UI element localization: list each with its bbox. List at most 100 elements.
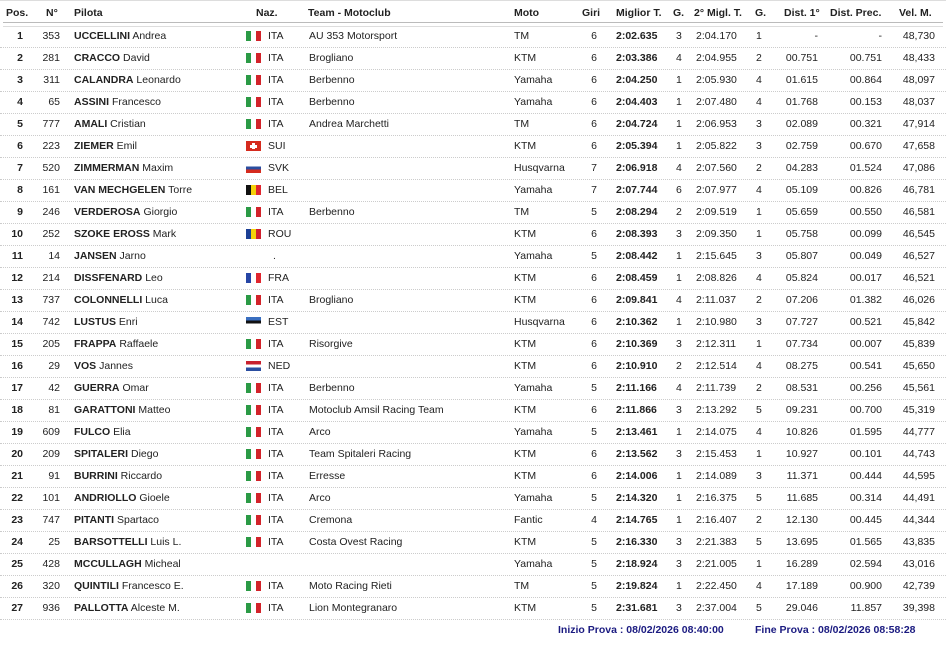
gap-first: 08.275 <box>785 360 818 372</box>
best-time: 2:09.841 <box>616 294 658 306</box>
rider-name: QUINTILI Francesco E. <box>74 577 184 595</box>
rider-name: ANDRIOLLO Gioele <box>74 489 170 507</box>
bib-number: 609 <box>42 426 60 438</box>
gap-previous: 00.007 <box>849 338 882 350</box>
rider-surname: CRACCO <box>74 52 121 64</box>
laps: 6 <box>591 272 597 284</box>
gap-previous: 00.541 <box>849 360 882 372</box>
table-row: 13 737 ITA Brogliano KTM 6 2:09.841 4 2:11.037 2 0… <box>0 289 946 312</box>
flag-svk-icon <box>246 163 261 173</box>
nationality: ITA <box>268 206 284 218</box>
best-lap: 1 <box>676 74 682 86</box>
table-row: 12 214 FRA KTM 6 2:08.459 1 2:08.826 4 05.824 00.0… <box>0 267 946 290</box>
second-best-time: 2:07.977 <box>696 184 737 196</box>
rider-name: AMALI Cristian <box>74 115 146 133</box>
avg-speed: 42,739 <box>902 580 935 592</box>
motorcycle: Husqvarna <box>514 316 565 328</box>
gap-previous: 00.314 <box>849 492 882 504</box>
rider-name: VAN MECHGELEN Torre <box>74 181 192 199</box>
rider-firstname: Mark <box>152 228 177 240</box>
best-time: 2:05.394 <box>616 140 658 152</box>
second-best-lap: 1 <box>756 558 762 570</box>
laps: 6 <box>591 294 597 306</box>
laps: 5 <box>591 250 597 262</box>
avg-speed: 48,097 <box>902 74 935 86</box>
laps: 5 <box>591 492 597 504</box>
laps: 6 <box>591 140 597 152</box>
rider-firstname: Luca <box>145 294 168 306</box>
gap-first: 02.089 <box>785 118 818 130</box>
avg-speed: 44,491 <box>902 492 935 504</box>
gap-previous: 00.550 <box>849 206 882 218</box>
second-best-time: 2:12.514 <box>696 360 737 372</box>
gap-first: 04.283 <box>785 162 818 174</box>
flag-ita-icon <box>246 75 261 85</box>
bib-number: 65 <box>48 96 60 108</box>
motorcycle: TM <box>514 206 530 218</box>
avg-speed: 46,581 <box>902 206 935 218</box>
second-best-time: 2:12.311 <box>696 338 737 350</box>
motorcycle: Yamaha <box>514 558 553 570</box>
rider-firstname: David <box>123 52 150 64</box>
rider-surname: ZIEMER <box>74 140 114 152</box>
laps: 5 <box>591 536 597 548</box>
gap-first: 10.927 <box>785 448 818 460</box>
rider-name: VOS Jannes <box>74 357 133 375</box>
table-row: 16 29 NED KTM 6 2:10.910 2 2:12.514 4 08.275 00.54… <box>0 355 946 378</box>
position: 14 <box>11 316 23 328</box>
second-best-lap: 3 <box>756 118 762 130</box>
rider-surname: MCCULLAGH <box>74 558 142 570</box>
motorcycle: KTM <box>514 448 537 460</box>
gap-previous: 00.900 <box>849 580 882 592</box>
table-row: 3 311 ITA Berbenno Yamaha 6 2:04.250 1 2:05.930 4… <box>0 69 946 92</box>
second-best-lap: 1 <box>756 338 762 350</box>
avg-speed: 46,521 <box>902 272 935 284</box>
avg-speed: 44,777 <box>902 426 935 438</box>
gap-first: 07.206 <box>785 294 818 306</box>
rider-firstname: Luis L. <box>150 536 182 548</box>
motorcycle: Yamaha <box>514 74 553 86</box>
avg-speed: 44,595 <box>902 470 935 482</box>
second-best-time: 2:21.383 <box>696 536 737 548</box>
laps: 7 <box>591 162 597 174</box>
session-end: Fine Prova : 08/02/2026 08:58:28 <box>755 624 916 636</box>
flag-rou-icon <box>246 229 261 239</box>
team: Berbenno <box>309 96 355 108</box>
table-row: 18 81 ITA Motoclub Amsil Racing Team KTM 6 2:1… <box>0 399 946 422</box>
second-best-time: 2:15.645 <box>696 250 737 262</box>
laps: 6 <box>591 118 597 130</box>
best-time: 2:10.369 <box>616 338 658 350</box>
team: Motoclub Amsil Racing Team <box>309 404 444 416</box>
bib-number: 214 <box>42 272 60 284</box>
gap-previous: 00.017 <box>849 272 882 284</box>
nationality: ROU <box>268 228 292 240</box>
table-row: 10 252 ROU KTM 6 2:08.393 3 2:09.350 1 05.758 00.0… <box>0 223 946 246</box>
motorcycle: Yamaha <box>514 96 553 108</box>
best-lap: 1 <box>676 492 682 504</box>
rider-firstname: Alceste M. <box>130 602 180 614</box>
position: 1 <box>17 30 23 42</box>
gap-previous: 01.565 <box>849 536 882 548</box>
position: 13 <box>11 294 23 306</box>
second-best-lap: 2 <box>756 52 762 64</box>
header-naz: Naz. <box>256 7 278 19</box>
best-time: 2:08.442 <box>616 250 658 262</box>
rider-name: GUERRA Omar <box>74 379 149 397</box>
rider-firstname: Diego <box>130 448 159 460</box>
second-best-lap: 1 <box>756 228 762 240</box>
table-row: 20 209 ITA Team Spitaleri Racing KTM 6 2:13.56… <box>0 443 946 466</box>
second-best-lap: 2 <box>756 514 762 526</box>
position: 25 <box>11 558 23 570</box>
position: 12 <box>11 272 23 284</box>
gap-previous: 00.751 <box>849 52 882 64</box>
position: 15 <box>11 338 23 350</box>
flag-ita-icon <box>246 31 261 41</box>
rider-surname: SZOKE EROSS <box>74 228 150 240</box>
rider-name: SPITALERI Diego <box>74 445 158 463</box>
laps: 6 <box>591 316 597 328</box>
laps: 6 <box>591 96 597 108</box>
best-lap: 3 <box>676 404 682 416</box>
bib-number: 42 <box>48 382 60 394</box>
gap-first: 09.231 <box>785 404 818 416</box>
rider-surname: FRAPPA <box>74 338 117 350</box>
